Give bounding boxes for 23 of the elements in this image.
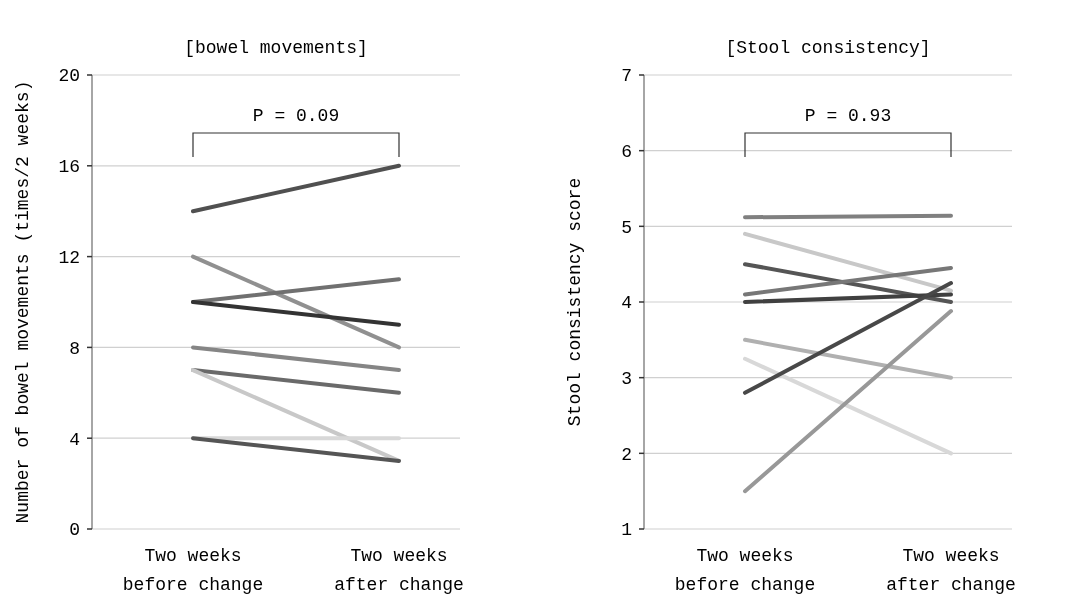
y-tick-label: 12	[58, 247, 80, 268]
y-tick-label: 1	[621, 520, 632, 541]
annotation: P = 0.09	[252, 106, 340, 126]
y-axis-title: Stool consistency score	[565, 177, 585, 427]
y-tick-label: 6	[621, 141, 632, 162]
y-tick-label: 5	[621, 217, 632, 238]
y-tick-label: 2	[621, 444, 632, 465]
y-tick-label: 7	[621, 66, 632, 87]
x-tick-label: Two weeks before change	[674, 546, 816, 595]
y-tick-label: 8	[69, 338, 80, 359]
x-tick-label: Two weeks after change	[334, 546, 464, 595]
x-tick-label: Two weeks before change	[122, 546, 264, 595]
y-tick-label: 16	[58, 157, 80, 178]
chart-title: [bowel movements]	[184, 38, 368, 58]
y-tick-label: 3	[621, 368, 632, 389]
y-axis-title: Number of bowel movements (times/2 weeks)	[13, 80, 33, 524]
y-tick-label: 4	[69, 429, 80, 450]
annotation: P = 0.93	[804, 106, 892, 126]
x-tick-label: Two weeks after change	[886, 546, 1016, 595]
y-tick-label: 4	[621, 293, 632, 314]
y-tick-label: 0	[69, 520, 80, 541]
y-tick-label: 20	[58, 66, 80, 87]
chart-title: [Stool consistency]	[725, 38, 931, 58]
